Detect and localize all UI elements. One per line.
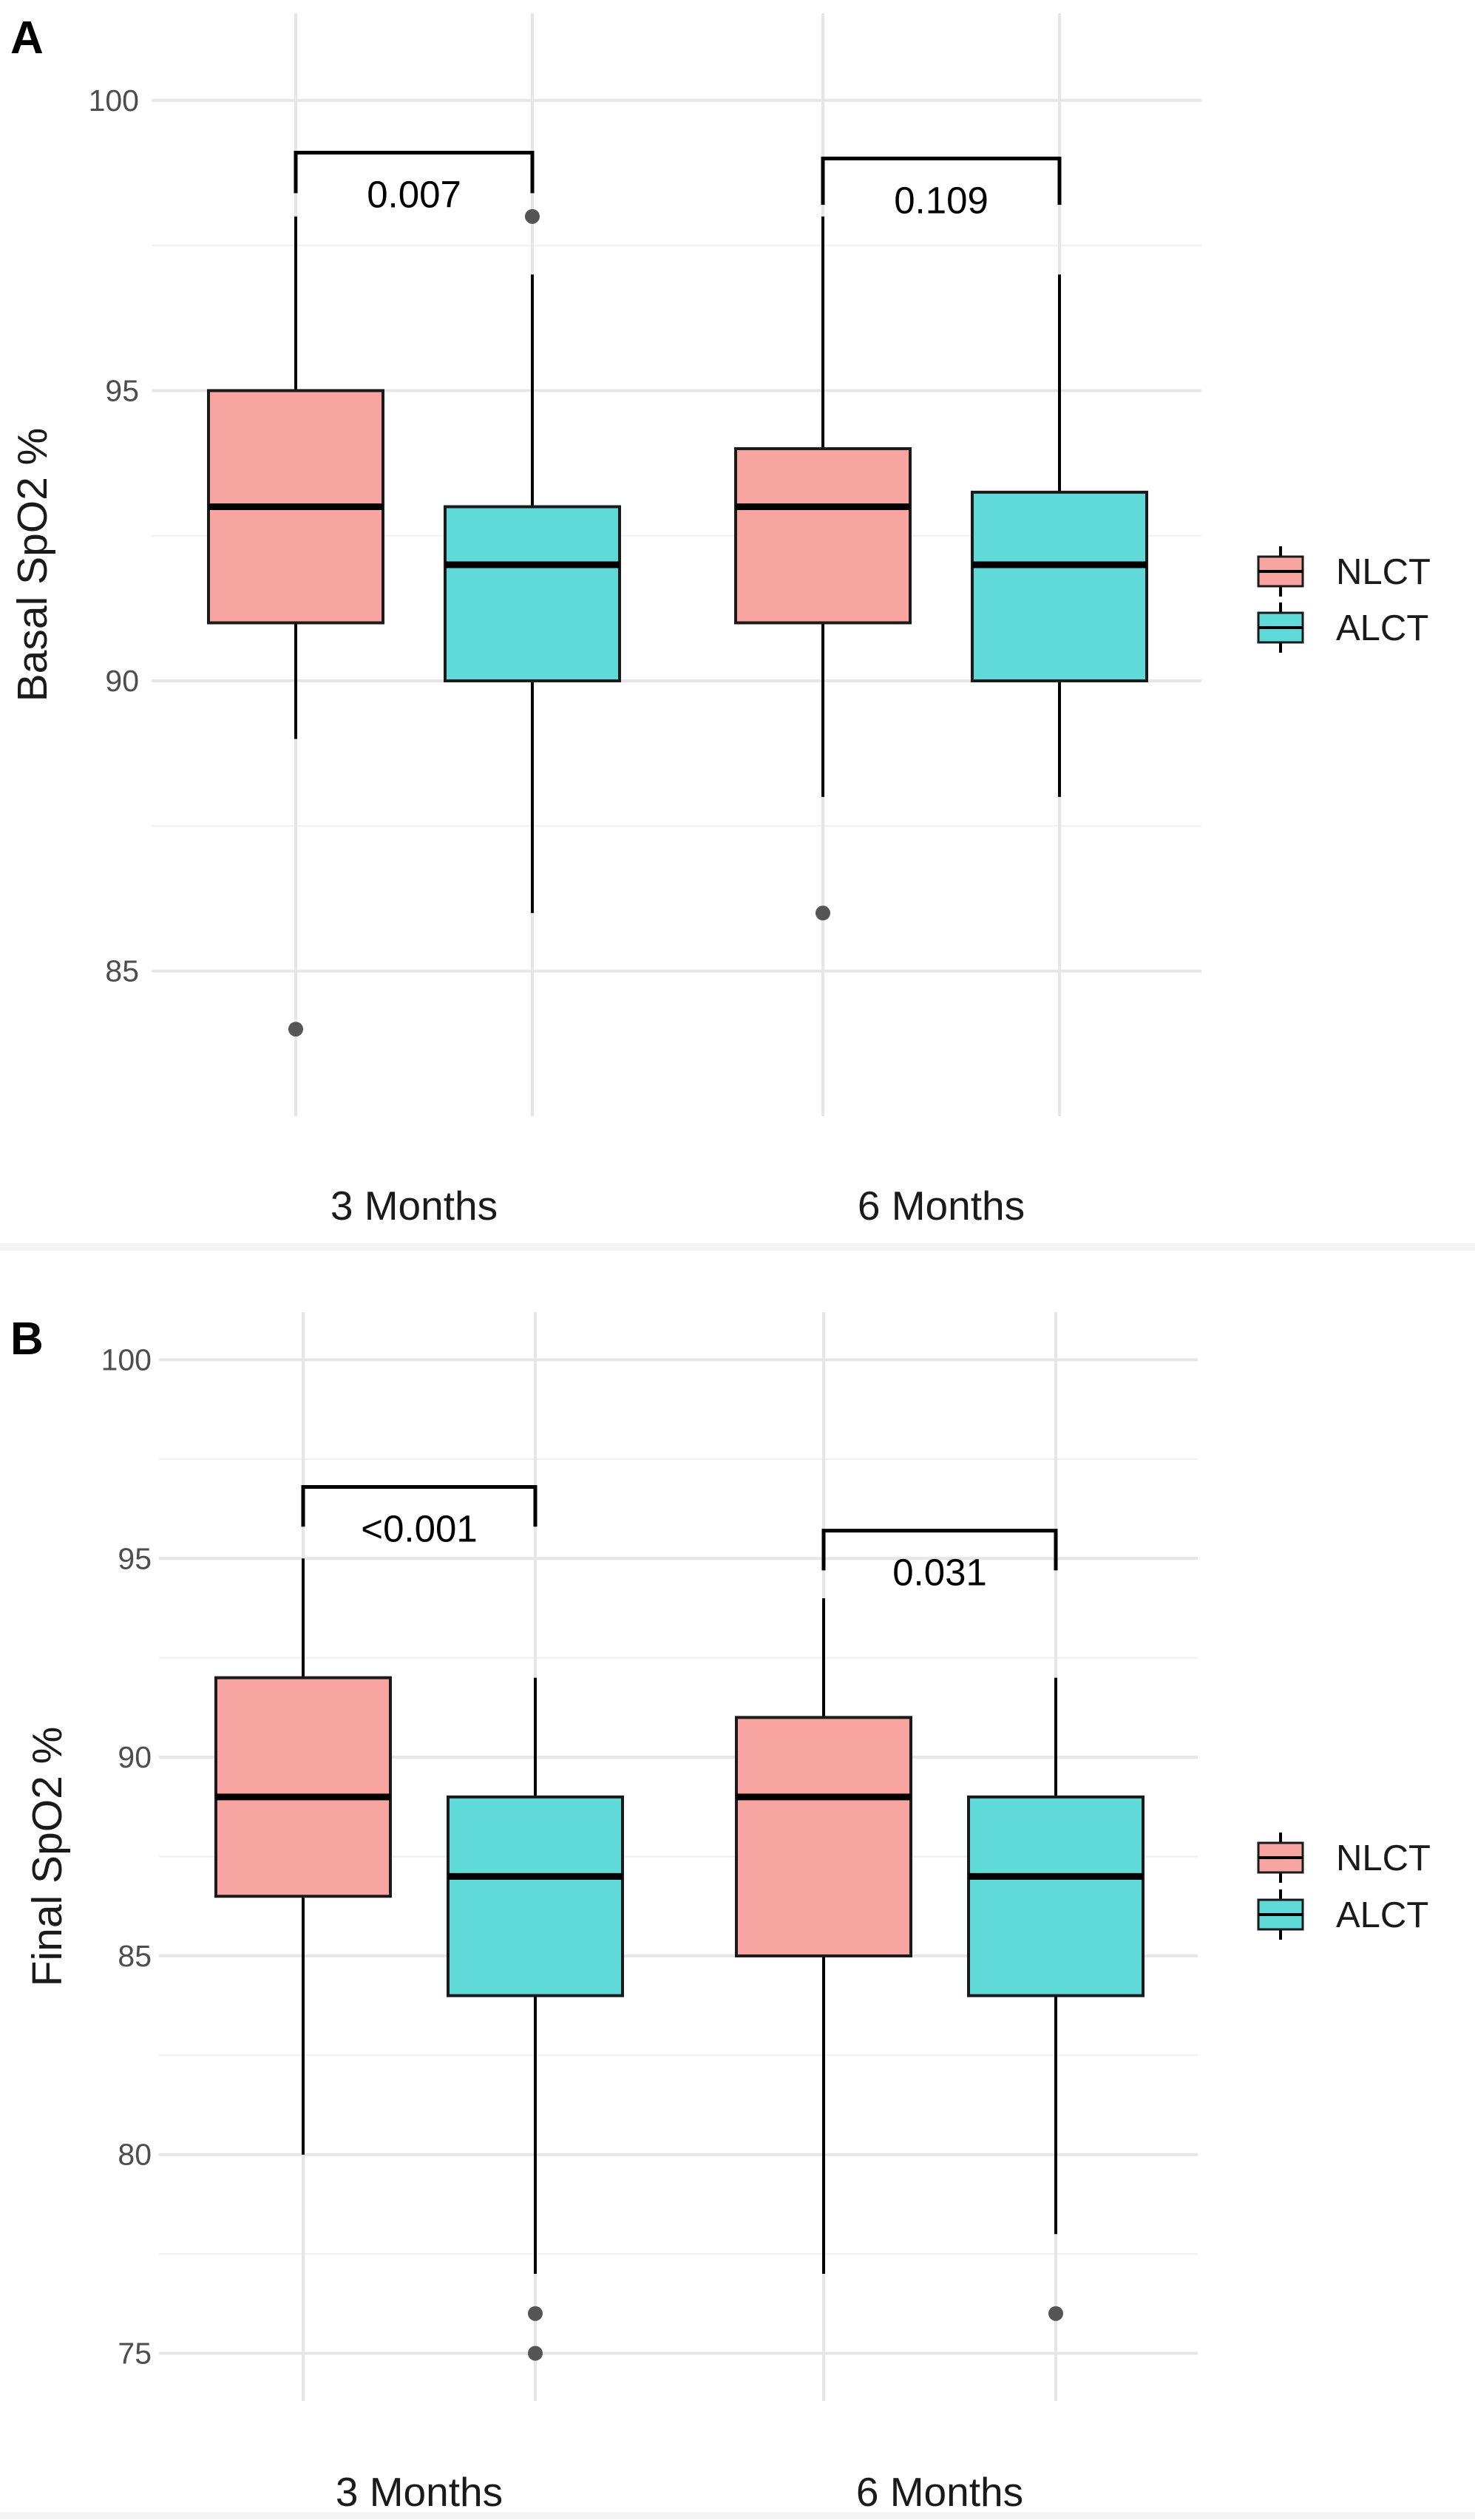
outlier-point	[288, 1022, 303, 1037]
box-nlct-3-months	[214, 1676, 392, 1898]
outlier-point	[1048, 2306, 1063, 2321]
p-value-label: <0.001	[361, 1508, 477, 1550]
p-value-label: 0.109	[894, 179, 989, 221]
legend-label-alct: ALCT	[1336, 1895, 1428, 1935]
y-axis-label: Final SpO2 %	[24, 1727, 71, 1987]
significance-bracket	[301, 1485, 538, 1527]
y-tick-label: 85	[118, 1939, 152, 1973]
y-tick-label: 90	[118, 1740, 152, 1774]
box-nlct-6-months	[734, 446, 912, 625]
panel-b: B 75 80 85 90 95 100 Final SpO2 % <0.001 0.031 3 M…	[10, 1312, 1431, 2515]
y-tick-label: 100	[89, 84, 139, 118]
p-value-label: 0.031	[892, 1552, 987, 1594]
box-alct-3-months	[447, 1795, 624, 1997]
y-tick-label: 85	[105, 954, 139, 988]
outlier-point	[816, 906, 830, 921]
y-tick-label: 80	[118, 2138, 152, 2172]
y-tick-label: 75	[118, 2336, 152, 2370]
significance-bracket	[821, 156, 1062, 206]
box-alct-6-months	[971, 490, 1148, 683]
box-nlct-6-months	[735, 1716, 912, 1957]
panel-letter: A	[10, 13, 44, 64]
outlier-point	[528, 2346, 543, 2361]
significance-bracket	[821, 1529, 1058, 1571]
y-tick-label: 90	[105, 664, 139, 698]
y-tick-label: 95	[118, 1541, 152, 1575]
panel-letter: B	[10, 1314, 44, 1365]
x-category-label: 6 Months	[858, 1183, 1025, 1229]
y-tick-label: 95	[105, 373, 139, 407]
box-alct-3-months	[444, 505, 621, 683]
legend-label-nlct: NLCT	[1336, 1838, 1431, 1878]
legend-label-nlct: NLCT	[1336, 552, 1431, 592]
legend-label-alct: ALCT	[1336, 608, 1428, 648]
box-alct-6-months	[967, 1795, 1145, 1997]
x-category-label: 3 Months	[336, 2469, 503, 2515]
significance-bracket	[294, 150, 535, 194]
outlier-point	[525, 208, 540, 224]
x-category-label: 6 Months	[856, 2469, 1023, 2515]
y-axis-label: Basal SpO2 %	[9, 428, 56, 702]
p-value-label: 0.007	[367, 173, 461, 215]
y-tick-label: 100	[101, 1343, 152, 1377]
outlier-point	[528, 2306, 543, 2321]
panel-a: A 85 90 95 100 Basal SpO2 % 0.007 0.109 3 Months…	[9, 13, 1431, 1229]
x-category-label: 3 Months	[330, 1183, 498, 1229]
